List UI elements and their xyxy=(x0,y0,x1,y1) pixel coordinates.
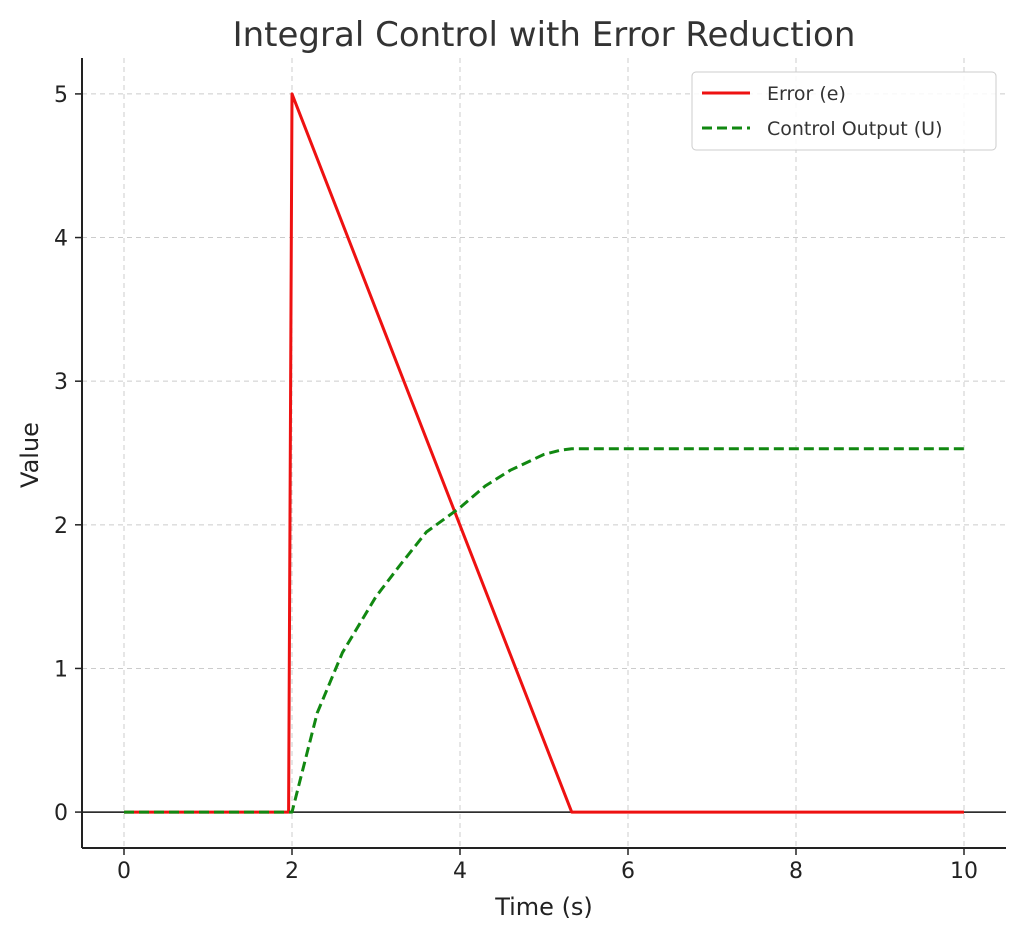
x-tick-label: 0 xyxy=(117,859,131,884)
x-tick-label: 4 xyxy=(453,859,467,884)
y-tick-label: 4 xyxy=(54,227,68,252)
legend: Error (e) Control Output (U) xyxy=(691,71,997,151)
y-tick-label: 2 xyxy=(54,514,68,539)
x-tick-label: 8 xyxy=(789,859,803,884)
legend-box xyxy=(691,71,997,151)
legend-label-control-output: Control Output (U) xyxy=(767,118,943,140)
y-tick-label: 5 xyxy=(54,83,68,108)
y-axis-label: Value xyxy=(16,422,44,488)
chart-title: Integral Control with Error Reduction xyxy=(233,15,856,55)
series xyxy=(124,92,964,814)
series-line-control-output xyxy=(124,447,964,814)
x-tick-label: 10 xyxy=(950,859,978,884)
x-tick-label: 6 xyxy=(621,859,635,884)
y-tick-label: 0 xyxy=(54,801,68,826)
y-tick-label: 3 xyxy=(54,370,68,395)
x-tick-label: 2 xyxy=(285,859,299,884)
ticks: 0 2 4 6 8 10 0 1 2 3 4 5 xyxy=(54,83,978,884)
y-tick-label: 1 xyxy=(54,657,68,682)
x-axis-label: Time (s) xyxy=(494,893,593,921)
legend-label-error: Error (e) xyxy=(767,83,846,105)
